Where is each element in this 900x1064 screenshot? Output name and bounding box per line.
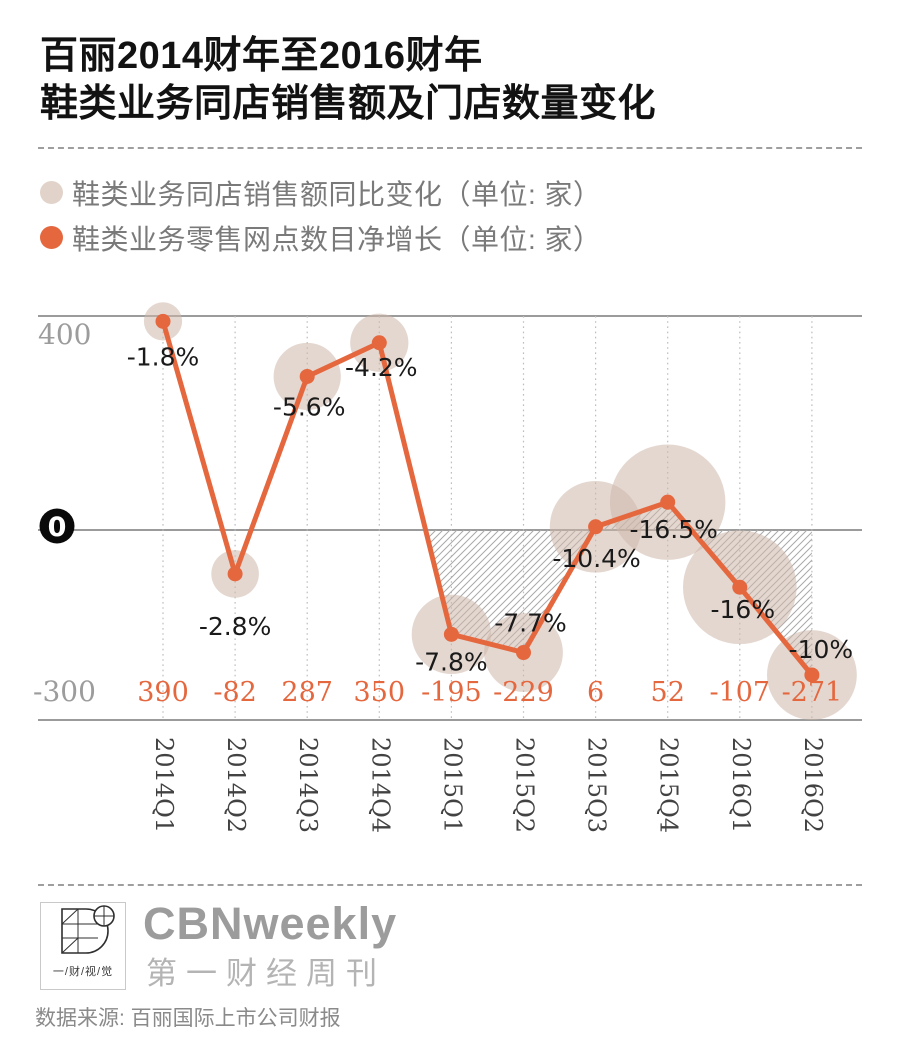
percent-label: -10.4% xyxy=(552,544,640,573)
value-label: 52 xyxy=(651,677,685,708)
percent-label: -16% xyxy=(711,595,776,624)
data-point xyxy=(299,368,315,384)
percent-label: -2.8% xyxy=(199,612,272,641)
page-title: 百丽2014财年至2016财年 鞋类业务同店销售额及门店数量变化 xyxy=(40,32,860,128)
data-point xyxy=(660,494,676,510)
data-point xyxy=(516,645,531,661)
bubble-legend-dot-icon xyxy=(40,181,63,204)
data-point xyxy=(732,579,748,595)
value-label: 287 xyxy=(281,677,333,708)
x-tick-label: 2015Q1 xyxy=(438,737,466,833)
value-label: -271 xyxy=(782,677,843,708)
data-source: 数据来源: 百丽国际上市公司财报 xyxy=(35,1007,341,1030)
legend-item-net-outlet-growth: 鞋类业务零售网点数目净增长（单位: 家） xyxy=(40,215,602,260)
percent-label: -4.2% xyxy=(345,353,418,382)
legend-label: 鞋类业务零售网点数目净增长（单位: 家） xyxy=(72,223,602,255)
percent-label: -5.6% xyxy=(273,392,346,421)
zero-badge-label: 0 xyxy=(48,512,67,543)
value-label: -107 xyxy=(709,677,770,708)
brand-name: CBNweekly xyxy=(143,898,398,949)
x-tick-label: 2015Q3 xyxy=(583,737,611,833)
cbn-logo-caption: 一/财/视/觉 xyxy=(52,966,114,978)
chart-legend: 鞋类业务同店销售额同比变化（单位: 家） 鞋类业务零售网点数目净增长（单位: 家… xyxy=(40,170,602,260)
percent-label: -7.7% xyxy=(494,609,567,638)
value-label: 350 xyxy=(354,677,406,708)
percent-label: -16.5% xyxy=(629,515,717,544)
line-legend-dot-icon xyxy=(40,226,63,249)
x-tick-label: 2016Q2 xyxy=(799,737,827,833)
header-divider xyxy=(38,147,862,149)
x-tick-label: 2014Q1 xyxy=(150,737,178,833)
value-label: 6 xyxy=(587,677,604,708)
value-label: -229 xyxy=(493,677,554,708)
value-label: -195 xyxy=(421,677,482,708)
data-point xyxy=(804,667,820,683)
data-point xyxy=(155,313,171,329)
x-tick-label: 2016Q1 xyxy=(727,737,755,833)
cbn-logo: 一/财/视/觉 xyxy=(40,902,126,990)
data-point xyxy=(371,335,387,351)
brand-subtitle: 第一财经周刊 xyxy=(146,956,386,991)
footer-divider xyxy=(38,884,862,886)
x-tick-label: 2014Q2 xyxy=(222,737,250,833)
data-point xyxy=(443,626,459,642)
page-title-line1: 百丽2014财年至2016财年 xyxy=(40,35,483,77)
bubble-line-chart: -1.8% -2.8% -5.6% -4.2% -7.8%-7.7% -10.4%-16.… xyxy=(33,302,862,833)
x-tick-label: 2014Q4 xyxy=(366,737,394,833)
data-point xyxy=(588,519,604,535)
value-label: -82 xyxy=(213,677,256,708)
percent-label: -7.8% xyxy=(415,647,488,676)
x-tick-label: 2014Q3 xyxy=(294,737,322,833)
percent-label: -10% xyxy=(789,635,854,664)
cbn-logo-mark-icon xyxy=(61,905,115,954)
value-label: 390 xyxy=(137,677,189,708)
y-tick-label: -300 xyxy=(33,675,96,708)
x-tick-label: 2015Q2 xyxy=(511,737,539,833)
x-tick-label: 2015Q4 xyxy=(655,737,683,833)
legend-label: 鞋类业务同店销售额同比变化（单位: 家） xyxy=(72,178,602,210)
percent-label: -1.8% xyxy=(127,342,200,371)
page-title-line2: 鞋类业务同店销售额及门店数量变化 xyxy=(40,83,657,125)
stores-line xyxy=(160,318,815,678)
y-tick-label: 400 xyxy=(38,318,91,351)
zero-badge xyxy=(39,508,75,544)
data-point xyxy=(227,566,243,582)
legend-item-same-store-sales: 鞋类业务同店销售额同比变化（单位: 家） xyxy=(40,170,602,215)
